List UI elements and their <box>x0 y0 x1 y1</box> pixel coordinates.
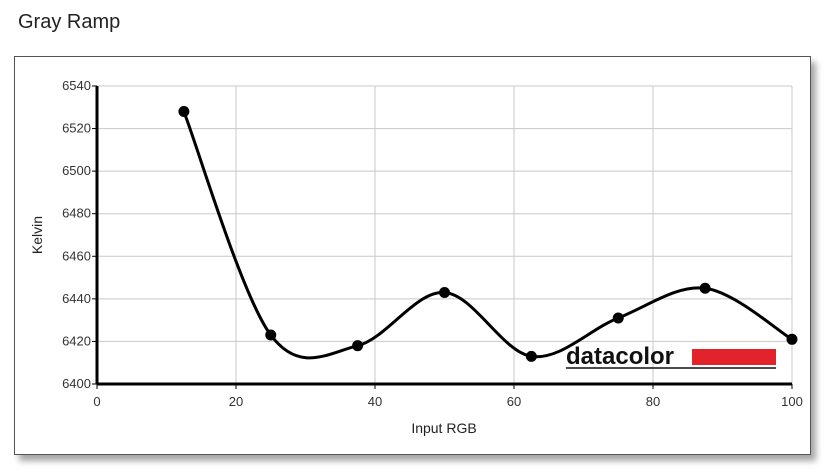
y-tick-label: 6500 <box>62 163 91 178</box>
data-point <box>352 340 364 352</box>
y-tick-label: 6440 <box>62 291 91 306</box>
y-tick-label: 6520 <box>62 121 91 136</box>
data-point <box>439 286 450 298</box>
y-tick-label: 6480 <box>62 206 91 221</box>
y-tick-labels: 6400 6420 6440 6460 6480 6500 6520 6540 <box>62 78 97 391</box>
grid-lines <box>97 85 793 384</box>
data-point <box>699 282 711 294</box>
data-point <box>178 106 190 118</box>
series-line <box>182 111 793 360</box>
y-tick-label: 6420 <box>62 333 91 348</box>
y-tick-label: 6400 <box>62 376 91 391</box>
y-tick-label: 6540 <box>62 78 91 93</box>
x-tick-labels: 0 20 40 60 80 100 <box>93 384 803 409</box>
x-tick-label: 20 <box>229 394 243 409</box>
chart-axes <box>95 86 792 386</box>
y-axis-label: Kelvin <box>29 216 45 254</box>
datacolor-logo: datacolor <box>566 343 776 370</box>
x-tick-label: 80 <box>646 394 660 409</box>
logo-text: datacolor <box>566 343 674 370</box>
x-tick-label: 40 <box>368 394 382 409</box>
x-tick-label: 100 <box>781 394 803 409</box>
y-tick-label: 6460 <box>62 248 91 263</box>
x-axis-label: Input RGB <box>411 420 476 436</box>
data-point <box>525 350 537 362</box>
chart-panel <box>14 56 811 455</box>
data-point <box>786 333 798 345</box>
x-tick-label: 0 <box>93 394 100 409</box>
page-title: Gray Ramp <box>18 11 121 33</box>
logo-red-bar <box>692 349 776 365</box>
data-point <box>612 312 624 324</box>
data-point <box>265 329 277 341</box>
x-tick-label: 60 <box>507 394 521 409</box>
data-points <box>178 106 798 362</box>
